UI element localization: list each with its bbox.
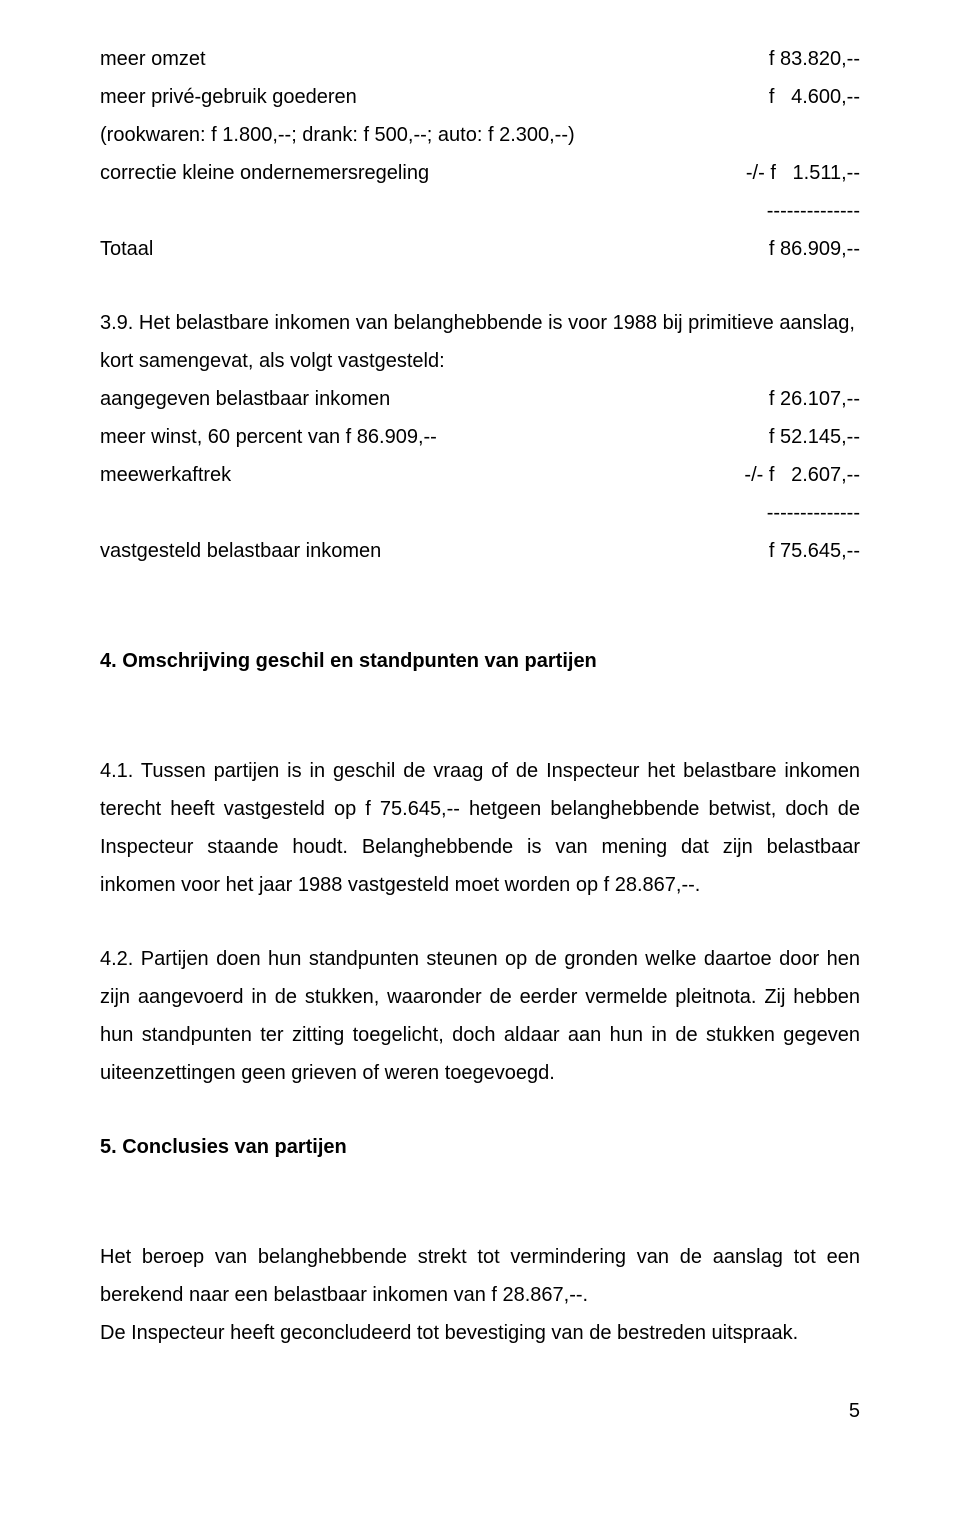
para-3-9: 3.9. Het belastbare inkomen van belanghe… [100,304,860,380]
table-row: meewerkaftrek -/- f 2.607,-- [100,456,860,494]
table-row: (rookwaren: f 1.800,--; drank: f 500,--;… [100,116,860,154]
heading-4: 4. Omschrijving geschil en standpunten v… [100,642,860,680]
cell-right: -/- f 1.511,-- [690,154,860,192]
table-row: correctie kleine ondernemersregeling -/-… [100,154,860,192]
table-row: meer omzet f 83.820,-- [100,40,860,78]
cell-right: f 86.909,-- [690,230,860,268]
cell-right: f 75.645,-- [690,532,860,570]
table-total-row: vastgesteld belastbaar inkomen f 75.645,… [100,532,860,570]
para-4-1: 4.1. Tussen partijen is in geschil de vr… [100,752,860,904]
table-total-row: Totaal f 86.909,-- [100,230,860,268]
para-4-2: 4.2. Partijen doen hun standpunten steun… [100,940,860,1092]
cell-right: f 52.145,-- [690,418,860,456]
cell-left: meewerkaftrek [100,456,690,494]
table-row: meer privé-gebruik goederen f 4.600,-- [100,78,860,116]
cell-left: vastgesteld belastbaar inkomen [100,532,690,570]
cell-left: correctie kleine ondernemersregeling [100,154,690,192]
cell-right: f 26.107,-- [690,380,860,418]
table-row: meer winst, 60 percent van f 86.909,-- f… [100,418,860,456]
table-row: aangegeven belastbaar inkomen f 26.107,-… [100,380,860,418]
table2: aangegeven belastbaar inkomen f 26.107,-… [100,380,860,570]
table1: meer omzet f 83.820,-- meer privé-gebrui… [100,40,860,268]
cell-left: (rookwaren: f 1.800,--; drank: f 500,--;… [100,116,690,154]
cell-right: -/- f 2.607,-- [690,456,860,494]
cell-left: meer winst, 60 percent van f 86.909,-- [100,418,690,456]
dash-separator: -------------- [100,192,860,230]
dash-separator: -------------- [100,494,860,532]
cell-right: f 83.820,-- [690,40,860,78]
heading-5: 5. Conclusies van partijen [100,1128,860,1166]
cell-left: meer omzet [100,40,690,78]
cell-left: Totaal [100,230,690,268]
cell-right: f 4.600,-- [690,78,860,116]
para-5b: De Inspecteur heeft geconcludeerd tot be… [100,1314,860,1352]
cell-left: meer privé-gebruik goederen [100,78,690,116]
cell-left: aangegeven belastbaar inkomen [100,380,690,418]
cell-right [690,116,860,154]
page-number: 5 [100,1392,860,1430]
para-5a: Het beroep van belanghebbende strekt tot… [100,1238,860,1314]
